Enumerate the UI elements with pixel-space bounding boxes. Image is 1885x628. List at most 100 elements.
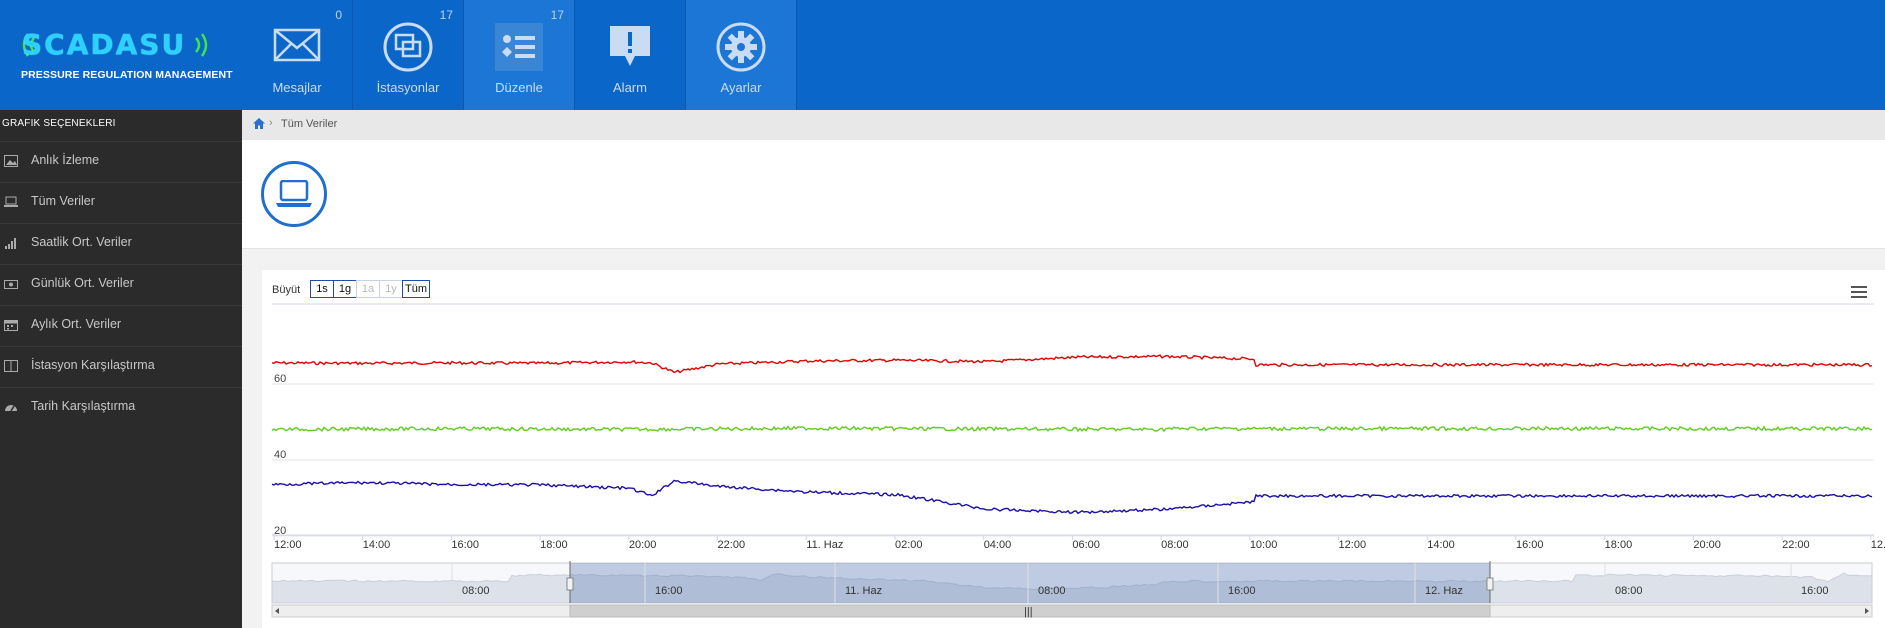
- x-tick-label: 06:00: [1072, 539, 1100, 551]
- sidebar-item-label: Saatlik Ort. Veriler: [31, 235, 132, 249]
- nav-ayarlar[interactable]: Ayarlar: [686, 0, 797, 110]
- x-tick-label: 14:00: [363, 539, 391, 551]
- gauge-icon: [5, 405, 17, 412]
- breadcrumb-separator: ›: [269, 117, 273, 129]
- page-icon: [261, 161, 327, 227]
- navigator-area: [271, 572, 1873, 604]
- series-line: [271, 354, 1873, 374]
- x-tick-label: 18:00: [540, 539, 568, 551]
- series-line: [271, 425, 1873, 433]
- navigator-tick-label: 16:00: [1228, 585, 1256, 597]
- signal-left-icon: [22, 33, 35, 57]
- nav-duzenle[interactable]: 17 Düzenle: [464, 0, 575, 110]
- x-tick-label: 22:00: [1782, 539, 1810, 551]
- navigator-grip-left[interactable]: [566, 577, 574, 591]
- laptop-icon: [276, 180, 312, 207]
- chart-canvas: 60 40 20 12:00 14:00 16:00 18:00 20:00 22:00 11.…: [271, 303, 1885, 618]
- navigator-grip-right[interactable]: [1486, 577, 1494, 591]
- nav-duzenle-count: 17: [550, 8, 564, 22]
- sidebar-item-gunluk[interactable]: Günlük Ort. Veriler: [0, 264, 242, 305]
- navigator-tick-label: 16:00: [1801, 585, 1829, 597]
- navigator-tick-label: 08:00: [462, 585, 490, 597]
- nav-mesajlar-label: Mesajlar: [272, 80, 322, 95]
- x-tick-label: 14:00: [1427, 539, 1455, 551]
- x-tick-label: 16:00: [451, 539, 479, 551]
- sidebar-item-aylik[interactable]: Aylık Ort. Veriler: [0, 305, 242, 346]
- logo-subtitle: PRESSURE REGULATION MANAGEMENT: [21, 69, 233, 81]
- sidebar-item-label: Anlık İzleme: [31, 153, 100, 167]
- nav-mesajlar-count: 0: [335, 8, 342, 22]
- nav-ayarlar-label: Ayarlar: [720, 80, 762, 95]
- nav-istasyonlar-label: İstasyonlar: [376, 80, 440, 95]
- alarm-icon: [610, 26, 650, 66]
- x-tick-label: 12. Haz: [1871, 539, 1885, 551]
- nav-mesajlar[interactable]: 0 Mesajlar: [242, 0, 353, 110]
- signal-right-icon: [195, 33, 208, 57]
- chart-menu-icon[interactable]: [1851, 286, 1867, 298]
- navigator-selection[interactable]: [570, 563, 1490, 603]
- navigator-tick-label: 11. Haz: [845, 585, 882, 597]
- breadcrumb-current: Tüm Veriler: [281, 118, 338, 130]
- nav-istasyonlar[interactable]: 17 İstasyonlar: [353, 0, 464, 110]
- navigator-tick-label: 08:00: [1615, 585, 1643, 597]
- x-tick-label: 16:00: [1516, 539, 1544, 551]
- x-tick-label: 10:00: [1250, 539, 1278, 551]
- zoom-1s-button[interactable]: 1s: [310, 280, 334, 298]
- y-tick-label: 40: [274, 449, 286, 461]
- list-edit-icon: [495, 23, 543, 71]
- x-tick-label: 02:00: [895, 539, 923, 551]
- columns-icon: [4, 360, 18, 372]
- laptop-icon: [4, 196, 18, 207]
- zoom-1y-button: 1y: [379, 280, 403, 298]
- nav-alarm[interactable]: Alarm: [575, 0, 686, 110]
- scroll-left-arrow-icon[interactable]: [275, 608, 279, 614]
- zoom-label: Büyüt: [272, 284, 301, 296]
- scrollbar-grip-icon: |||: [1024, 606, 1033, 618]
- x-tick-label: 20:00: [629, 539, 657, 551]
- breadcrumb: › Tüm Veriler: [242, 110, 1885, 141]
- sidebar-item-anlik-izleme[interactable]: Anlık İzleme: [0, 141, 242, 182]
- navigator-tick-label: 12. Haz: [1425, 585, 1463, 597]
- sidebar-item-istasyon-karsilastirma[interactable]: İstasyon Karşılaştırma: [0, 346, 242, 387]
- logo: SCADASU PRESSURE REGULATION MANAGEMENT: [0, 0, 242, 110]
- sidebar-title: GRAFIK SEÇENEKLERI: [2, 118, 116, 129]
- navigator-tick-label: 08:00: [1038, 585, 1066, 597]
- zoom-1g-button[interactable]: 1g: [333, 280, 357, 298]
- sidebar-item-label: İstasyon Karşılaştırma: [31, 358, 155, 372]
- sidebar-item-label: Tarih Karşılaştırma: [31, 399, 136, 413]
- nav-istasyonlar-count: 17: [439, 8, 453, 22]
- sidebar-item-label: Aylık Ort. Veriler: [31, 317, 122, 331]
- navigator-scrollbar-thumb[interactable]: [569, 604, 1491, 618]
- logo-text: SCADASU: [22, 28, 187, 61]
- x-tick-label: 08:00: [1161, 539, 1189, 551]
- gear-icon: [716, 22, 766, 72]
- top-header: SCADASU PRESSURE REGULATION MANAGEMENT 0…: [0, 0, 1885, 110]
- signal-bars-icon: [5, 238, 16, 249]
- nav-alarm-label: Alarm: [613, 80, 647, 95]
- x-tick-label: 20:00: [1693, 539, 1721, 551]
- sidebar-item-label: Günlük Ort. Veriler: [31, 276, 134, 290]
- chart-panel: 60 40 20 12:00 14:00 16:00 18:00 20:00 22:00 11.…: [262, 270, 1885, 628]
- sidebar-item-tarih-karsilastirma[interactable]: Tarih Karşılaştırma: [0, 387, 242, 428]
- sidebar: GRAFIK SEÇENEKLERI Anlık İzleme Tüm Veri…: [0, 110, 242, 628]
- sidebar-item-tum-veriler[interactable]: Tüm Veriler: [0, 182, 242, 223]
- money-icon: [4, 280, 18, 289]
- x-tick-label: 12:00: [274, 539, 302, 551]
- zoom-1a-button: 1a: [356, 280, 380, 298]
- navigator-tick-label: 16:00: [655, 585, 683, 597]
- scroll-right-arrow-icon[interactable]: [1865, 608, 1869, 614]
- nav-duzenle-label: Düzenle: [495, 80, 543, 95]
- home-icon[interactable]: [253, 118, 265, 129]
- page-header-panel: [242, 140, 1885, 249]
- x-tick-label: 11. Haz: [806, 539, 843, 551]
- sidebar-item-label: Tüm Veriler: [31, 194, 95, 208]
- calendar-icon: [4, 320, 18, 331]
- y-tick-label: 60: [274, 373, 286, 385]
- image-icon: [4, 155, 18, 167]
- zoom-all-button[interactable]: Tüm: [402, 280, 430, 298]
- x-tick-label: 18:00: [1605, 539, 1633, 551]
- x-tick-label: 22:00: [718, 539, 746, 551]
- station-icon: [383, 22, 433, 72]
- sidebar-item-saatlik[interactable]: Saatlik Ort. Veriler: [0, 223, 242, 264]
- y-tick-label: 20: [274, 525, 286, 537]
